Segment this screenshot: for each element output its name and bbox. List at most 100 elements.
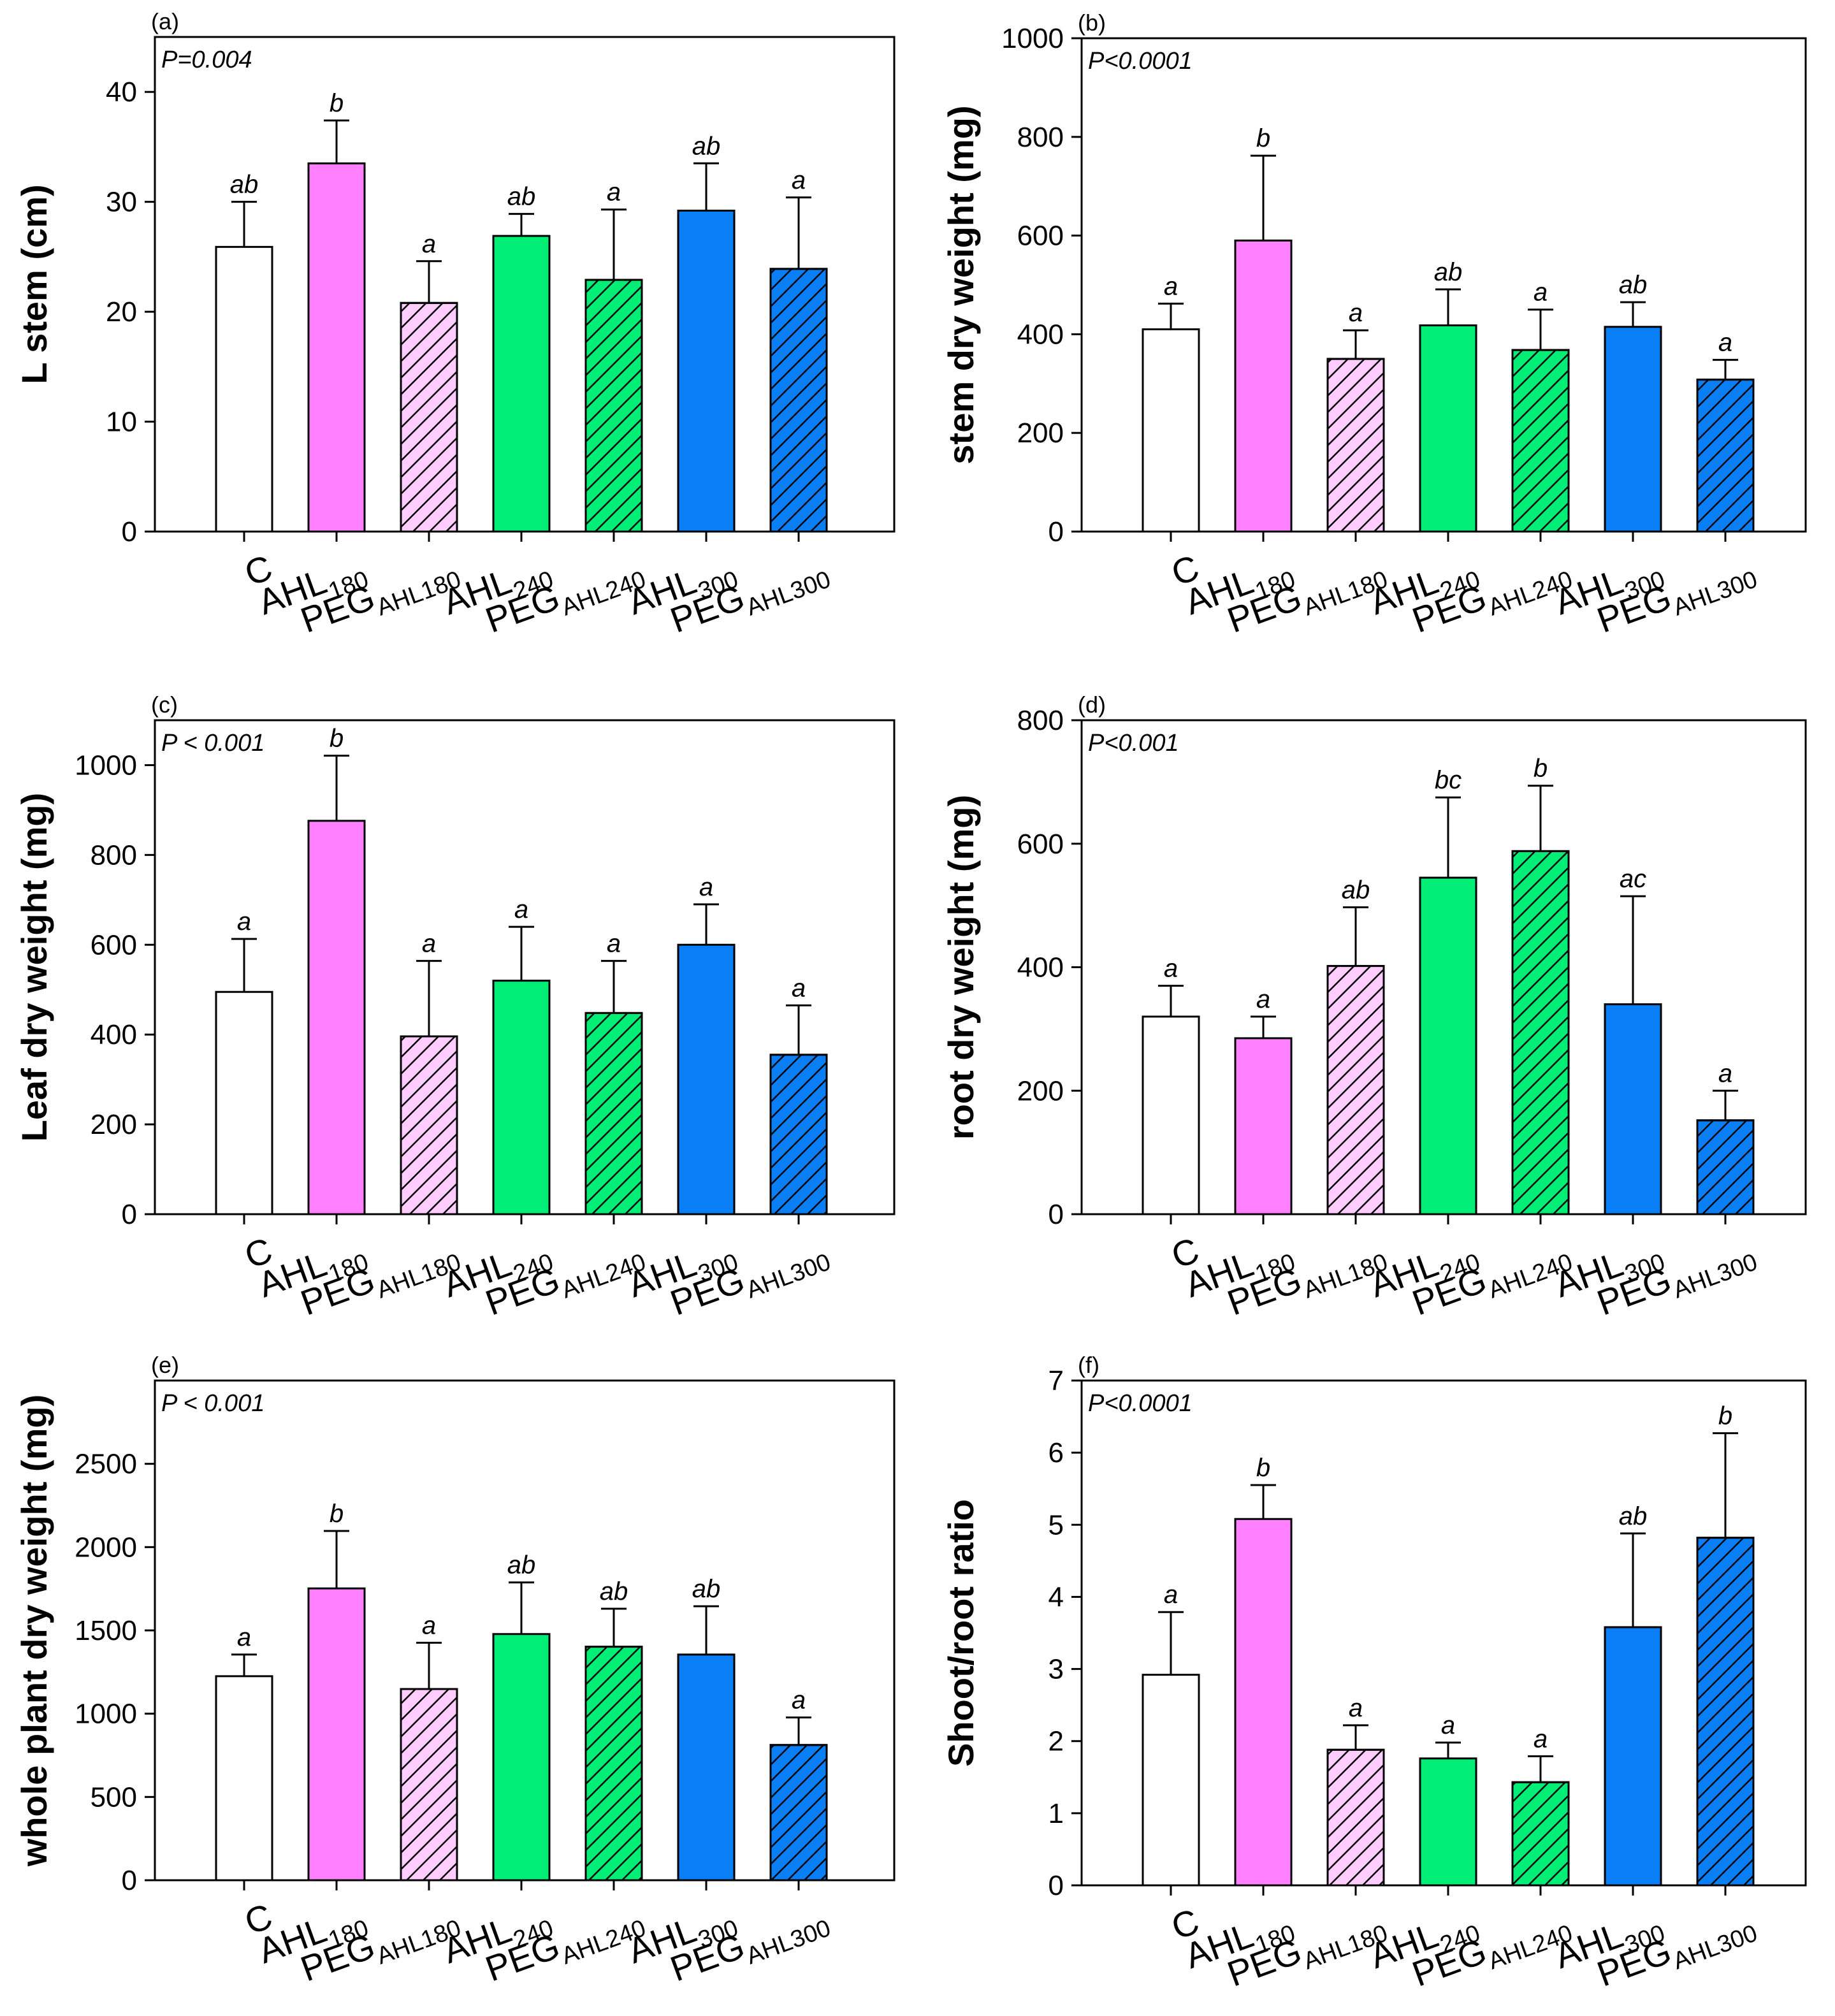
- y-tick-label: 30: [106, 187, 137, 218]
- bar-hatch: [1511, 349, 1570, 533]
- y-tick-label: 4: [1048, 1581, 1064, 1613]
- bar-group: b: [307, 1500, 366, 1882]
- x-tick-label: PEGAHL300: [1592, 1901, 1760, 2001]
- bar-hatch: [400, 1035, 458, 1215]
- bar-group: a: [400, 230, 458, 533]
- significance-letter: a: [237, 1623, 251, 1651]
- x-tick-label: PEGAHL180: [1222, 547, 1391, 647]
- bar-group: ab: [677, 132, 736, 533]
- bar: [1604, 326, 1662, 533]
- bar-hatch: [769, 1054, 828, 1215]
- x-tick-label: AHL240: [1365, 1229, 1484, 1311]
- y-tick-label: 1000: [75, 750, 137, 781]
- significance-letter: a: [792, 1686, 806, 1715]
- bar-group: a: [1326, 299, 1385, 533]
- y-axis-label: whole plant dry weight (mg): [14, 1395, 54, 1867]
- bar-group: a: [1419, 1711, 1477, 1887]
- bar-group: ab: [1604, 1502, 1662, 1887]
- bar-group: ab: [677, 1575, 736, 1882]
- y-tick-label: 400: [91, 1019, 137, 1050]
- y-tick-label: 40: [106, 76, 137, 108]
- bar-hatch: [769, 268, 828, 533]
- bar: [1234, 1518, 1293, 1887]
- bar-hatch: [1326, 358, 1385, 533]
- bar-group: a: [677, 873, 736, 1215]
- bar-group: a: [769, 1686, 828, 1882]
- y-tick-label: 1500: [75, 1615, 137, 1646]
- bar-hatch: [1326, 965, 1385, 1215]
- y-tick-label: 0: [1048, 1870, 1064, 1901]
- chart-panel-5: (e) P < 0.001 0 500 1000 1500 2000 2500 whole pl…: [14, 1352, 896, 1996]
- bar-group: a: [1696, 1059, 1755, 1215]
- bar-group: a: [400, 930, 458, 1215]
- bar: [677, 1653, 736, 1882]
- bar: [677, 943, 736, 1215]
- bar-group: a: [1142, 272, 1200, 533]
- category-sub: AHL300: [743, 1915, 834, 1969]
- y-tick-label: 20: [106, 296, 137, 328]
- significance-letter: a: [1441, 1711, 1455, 1739]
- p-value: P<0.001: [1088, 730, 1179, 757]
- y-tick-label: 500: [91, 1781, 137, 1813]
- significance-letter: b: [1718, 1402, 1732, 1430]
- category-sub: AHL300: [1669, 566, 1760, 621]
- chart-panel-4: (d) P<0.001 0 200 400 600 800 root dry weight (…: [941, 692, 1807, 1330]
- bar-group: a: [492, 896, 551, 1215]
- bar-group: b: [307, 725, 366, 1215]
- significance-letter: ac: [1620, 865, 1646, 893]
- bar-hatch: [1511, 850, 1570, 1215]
- bar-group: a: [1696, 329, 1755, 533]
- chart-panel-3: (c) P < 0.001 0 200 400 600 800 1000 Leaf dry we…: [14, 692, 896, 1330]
- x-tick-label: PEGAHL180: [1222, 1901, 1391, 2001]
- panel-label: (d): [1078, 692, 1106, 718]
- bar: [1419, 324, 1477, 533]
- significance-letter: a: [607, 178, 621, 207]
- category-sub: AHL300: [743, 566, 834, 621]
- x-tick-label: PEGAHL240: [480, 1896, 649, 1996]
- p-value: P < 0.001: [161, 730, 265, 757]
- y-tick-label: 7: [1048, 1365, 1064, 1396]
- bar: [215, 1675, 273, 1882]
- bar-hatch: [400, 1688, 458, 1882]
- bar-hatch: [1511, 1781, 1570, 1887]
- significance-letter: a: [1718, 329, 1732, 357]
- bar-group: a: [769, 974, 828, 1215]
- panel-label: (a): [151, 8, 179, 34]
- significance-letter: a: [607, 930, 621, 958]
- bar-hatch: [1326, 1748, 1385, 1887]
- y-tick-label: 10: [106, 407, 137, 438]
- significance-letter: a: [1164, 272, 1178, 300]
- y-tick-label: 3: [1048, 1654, 1064, 1685]
- y-tick-label: 2000: [75, 1532, 137, 1563]
- bar-group: a: [1511, 1725, 1570, 1887]
- bar-group: ab: [1419, 258, 1477, 533]
- significance-letter: ab: [1434, 258, 1463, 286]
- y-tick-label: 1000: [75, 1699, 137, 1730]
- significance-letter: ab: [1342, 876, 1370, 904]
- significance-letter: ab: [230, 171, 259, 199]
- bar-group: a: [584, 930, 643, 1215]
- x-tick-label: PEGAHL240: [1407, 1229, 1576, 1330]
- y-axis-label: L stem (cm): [14, 184, 54, 384]
- significance-letter: ab: [692, 132, 721, 160]
- y-axis-label: Leaf dry weight (mg): [14, 793, 54, 1142]
- bar-group: a: [1142, 1581, 1200, 1887]
- p-value: P<0.0001: [1088, 1390, 1193, 1417]
- significance-letter: ab: [507, 1551, 536, 1579]
- panel-label: (b): [1078, 10, 1106, 36]
- significance-letter: b: [1256, 124, 1270, 152]
- bar: [307, 820, 366, 1215]
- significance-letter: a: [422, 930, 436, 958]
- significance-letter: a: [514, 896, 528, 924]
- significance-letter: a: [1256, 985, 1270, 1013]
- significance-letter: a: [1534, 1725, 1548, 1753]
- bar-group: ab: [492, 183, 551, 533]
- bar: [215, 245, 273, 533]
- x-tick-label: PEGAHL240: [480, 547, 649, 647]
- bar-hatch: [769, 1744, 828, 1882]
- bar-hatch: [400, 301, 458, 533]
- x-tick-label: PEGAHL180: [295, 1229, 464, 1330]
- y-tick-label: 5: [1048, 1509, 1064, 1541]
- significance-letter: a: [1349, 299, 1363, 327]
